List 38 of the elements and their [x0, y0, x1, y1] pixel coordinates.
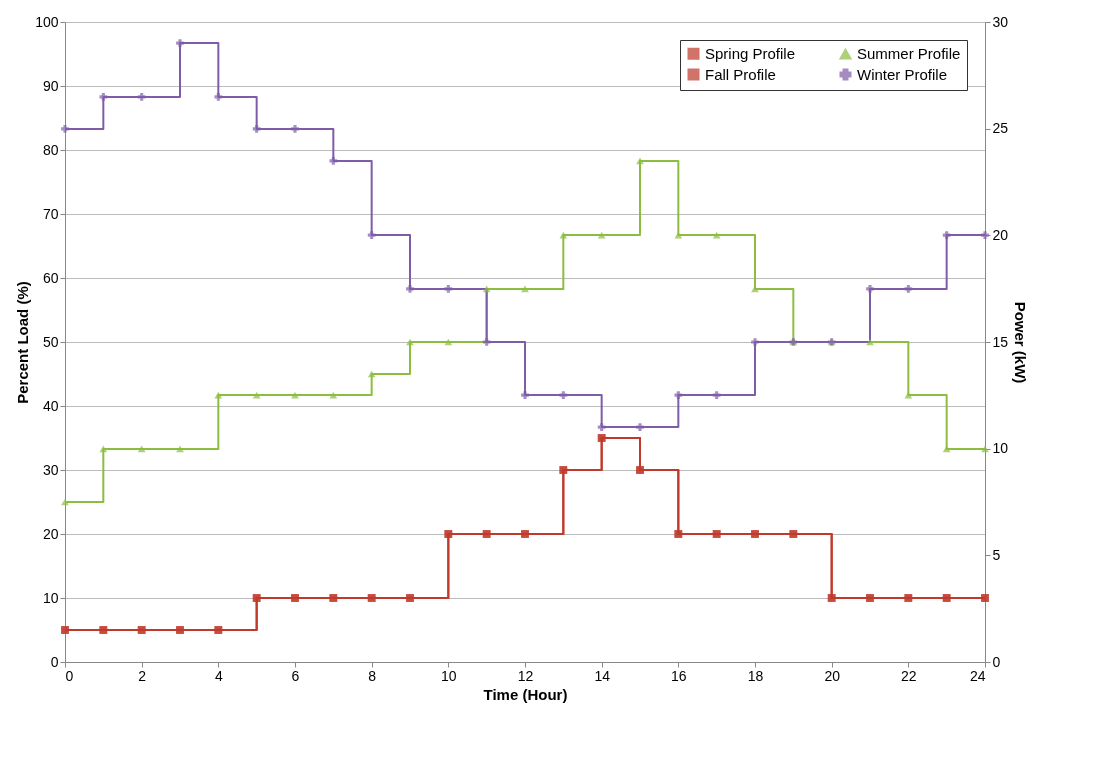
y-tick-label: 80	[42, 141, 59, 158]
x-tick-label: 22	[901, 667, 917, 684]
x-tick-label: 12	[517, 667, 534, 684]
x-tick-label: 18	[747, 667, 764, 684]
y2-tick-label: 10	[992, 440, 1009, 457]
y-tick-label: 40	[42, 397, 59, 414]
y-tick-label: 60	[42, 269, 59, 286]
y-tick-label: 70	[42, 205, 59, 222]
legend-label: Winter Profile	[857, 65, 948, 83]
y-tick-label: 30	[42, 461, 59, 478]
y-tick-label: 20	[42, 525, 59, 542]
x-tick-label: 2	[138, 667, 147, 684]
x-tick-label: 24	[969, 667, 986, 684]
y2-tick-label: 15	[992, 333, 1009, 350]
y-tick-label: 10	[42, 589, 59, 606]
y-tick-label: 50	[42, 333, 59, 350]
legend-label: Fall Profile	[705, 65, 776, 83]
x-tick-label: 6	[291, 667, 300, 684]
y-tick-label: 100	[35, 13, 59, 30]
x-tick-label: 20	[824, 667, 841, 684]
x-axis-title: Time (Hour)	[483, 685, 568, 703]
legend-label: Summer Profile	[857, 45, 961, 63]
y-tick-label: 0	[50, 653, 59, 670]
x-tick-label: 0	[65, 667, 74, 684]
y-axis-title: Percent Load (%)	[14, 281, 32, 404]
y2-tick-label: 0	[992, 653, 1001, 670]
legend-label: Spring Profile	[705, 44, 796, 62]
x-tick-label: 14	[594, 667, 611, 684]
y2-tick-label: 30	[992, 13, 1009, 30]
y-tick-label: 90	[42, 77, 59, 94]
y2-tick-label: 5	[992, 546, 1001, 563]
y2-axis-title: Power (kW)	[1012, 301, 1030, 384]
y2-tick-label: 20	[992, 226, 1009, 243]
x-tick-label: 10	[441, 667, 457, 684]
x-tick-label: 4	[214, 667, 223, 684]
x-tick-label: 16	[671, 667, 687, 684]
x-tick-label: 8	[368, 667, 377, 684]
y2-tick-label: 25	[992, 120, 1009, 137]
